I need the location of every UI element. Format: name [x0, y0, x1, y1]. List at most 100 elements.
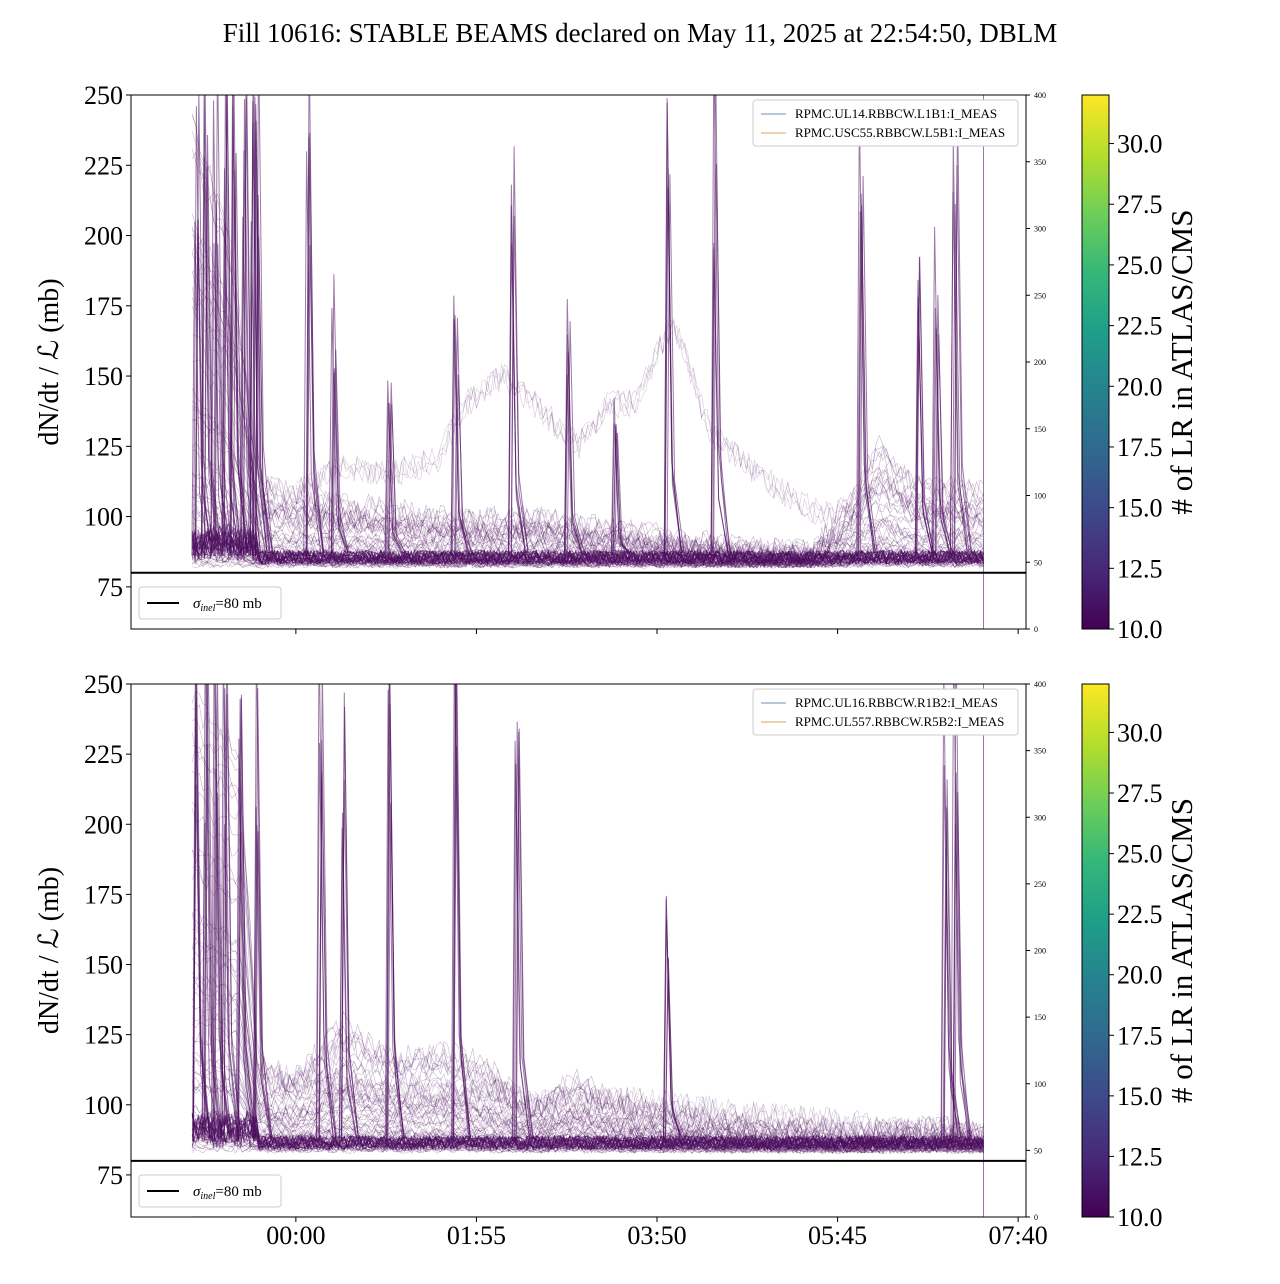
y2-tick-label: 250 [1034, 291, 1046, 300]
loss-trace [191, 1144, 984, 1155]
sigma-symbol: σ [193, 596, 201, 612]
spike-mark [388, 404, 407, 556]
spike-mark [857, 211, 875, 556]
loss-trace [192, 270, 984, 566]
spike-mark [339, 812, 358, 1142]
y-tick-label: 250 [84, 670, 123, 699]
y-tick-label: 150 [84, 951, 123, 980]
colorbar: 10.0 12.5 15.0 17.5 20.0 22.5 25.0 27.5 30.0 # of… [1081, 683, 1199, 1232]
spike-mark [203, 684, 222, 1142]
y-tick-label: 225 [84, 740, 123, 769]
legend-label: RPMC.UL557.RBBCW.R5B2:I_MEAS [795, 714, 1004, 729]
colorbar-label-text: # of LR in ATLAS/CMS [1164, 798, 1199, 1103]
loss-trace [192, 866, 984, 1150]
spike-mark [943, 807, 962, 1142]
spike-mark [214, 792, 233, 1142]
plot-area [191, 684, 985, 1217]
loss-trace [191, 442, 984, 568]
y2-tick-label: 300 [1034, 813, 1046, 822]
spike-mark [204, 684, 223, 1142]
spike-mark [931, 226, 950, 556]
panel-bottom: 75 100 125 150 175 200 225 250 0 50 100 150 200 250 30… [34, 670, 1199, 1250]
spike-mark [195, 95, 214, 556]
spike-mark [253, 825, 272, 1142]
loss-trace [191, 114, 984, 563]
colorbar-tick-label: 10.0 [1117, 1203, 1163, 1232]
colorbar-tick-label: 12.5 [1117, 1142, 1163, 1171]
reference-legend-box [138, 1174, 282, 1208]
y-tick-label: 125 [84, 1021, 123, 1050]
spike-mark [221, 688, 240, 1142]
spike-mark [210, 243, 229, 556]
plot-area [191, 95, 985, 629]
spike-mark [953, 164, 972, 556]
spike-mark [213, 684, 232, 1142]
loss-trace [192, 559, 984, 569]
sigma-subscript: inel [200, 1191, 215, 1202]
colorbar-tick-label: 25.0 [1117, 251, 1163, 280]
colorbar-tick-label: 10.0 [1117, 615, 1163, 644]
spike-mark [236, 698, 255, 1142]
spike-mark [306, 244, 325, 556]
spike-mark [611, 423, 629, 556]
spike-mark [859, 175, 878, 556]
colorbar-tick-label: 17.5 [1117, 433, 1163, 462]
y2-tick-label: 150 [1034, 425, 1046, 434]
series-legend: RPMC.UL16.RBBCW.R1B2:I_MEAS RPMC.UL557.RB… [752, 688, 1019, 736]
series-legend: RPMC.UL14.RBBCW.L1B1:I_MEAS RPMC.USC55.RB… [752, 99, 1019, 147]
sigma-symbol: σ [193, 1184, 201, 1200]
y-tick-label: 175 [84, 880, 123, 909]
spike-mark [318, 739, 337, 1142]
y2-tick-label: 50 [1034, 1146, 1042, 1155]
y2-tick-label: 400 [1034, 680, 1046, 689]
spike-mark [330, 372, 349, 556]
spike-mark [934, 295, 953, 556]
spike-mark [232, 152, 251, 556]
spike-mark [384, 689, 403, 1142]
spike-mark [663, 920, 682, 1142]
loss-trace [191, 271, 984, 565]
y2-tick-label: 100 [1034, 1080, 1046, 1089]
spike-mark [204, 134, 223, 556]
y2-tick-label: 300 [1034, 225, 1046, 234]
spike-mark [252, 120, 271, 556]
baseline-trace [191, 1113, 984, 1151]
colorbar-label: # of LR in ATLAS/CMS [1164, 798, 1199, 1103]
sigma-value: =80 mb [215, 1184, 261, 1200]
loss-trace [191, 972, 984, 1150]
y2-tick-label: 150 [1034, 1013, 1046, 1022]
y2-tick-label: 400 [1034, 91, 1046, 100]
spike-mark [222, 95, 241, 556]
y2-tick-label: 350 [1034, 747, 1046, 756]
reference-legend-label: σinel=80 mb [193, 1184, 262, 1202]
spike-mark [237, 832, 256, 1142]
spike-mark [212, 200, 231, 556]
loss-trace [191, 770, 984, 1146]
spike-mark [713, 163, 732, 556]
spike-mark [253, 684, 272, 1142]
reference-legend-label: σinel=80 mb [193, 596, 262, 614]
spike-mark [386, 684, 404, 1142]
loss-trace [191, 148, 984, 565]
loss-trace [191, 690, 984, 1146]
loss-trace [191, 792, 984, 1145]
colorbar-tick-label: 20.0 [1117, 961, 1163, 990]
x-tick-label: 07:40 [989, 1221, 1048, 1250]
spike-mark [451, 315, 470, 556]
x-tick-label: 01:55 [447, 1221, 506, 1250]
faint-trace [276, 1069, 909, 1145]
loss-trace [192, 928, 984, 1150]
colorbar-tick-label: 20.0 [1117, 372, 1163, 401]
spike-mark [564, 298, 582, 556]
spike-mark [508, 243, 527, 556]
faint-trace [276, 1064, 909, 1145]
loss-trace [192, 704, 984, 1146]
loss-trace [192, 252, 984, 564]
reference-legend: σinel=80 mb [138, 586, 282, 620]
y-axis-label-text: dN/dt / ℒ (mb) [34, 867, 65, 1034]
faint-trace [276, 1066, 909, 1144]
spike-mark [857, 193, 876, 556]
spike-mark [454, 317, 473, 556]
colorbar: 10.0 12.5 15.0 17.5 20.0 22.5 25.0 27.5 30.0 # of… [1081, 94, 1199, 644]
